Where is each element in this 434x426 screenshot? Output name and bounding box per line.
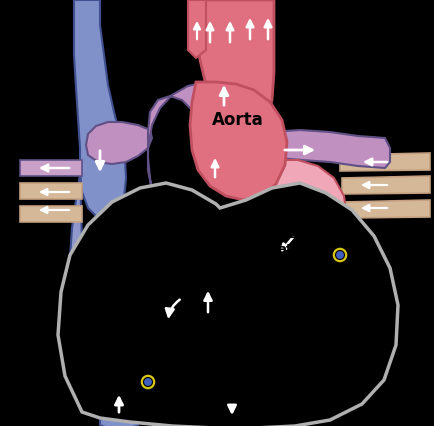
Text: Right
ventricle: Right ventricle: [159, 358, 225, 386]
Polygon shape: [188, 0, 206, 58]
Polygon shape: [20, 183, 82, 199]
Ellipse shape: [283, 208, 313, 228]
Polygon shape: [58, 183, 398, 426]
Polygon shape: [340, 153, 430, 171]
Polygon shape: [20, 160, 82, 176]
Polygon shape: [208, 246, 364, 420]
Polygon shape: [196, 0, 274, 138]
Polygon shape: [312, 340, 343, 404]
Polygon shape: [190, 82, 287, 200]
Polygon shape: [132, 314, 222, 424]
Polygon shape: [240, 332, 270, 396]
Polygon shape: [20, 206, 82, 222]
Polygon shape: [288, 334, 318, 398]
Polygon shape: [100, 366, 138, 426]
Circle shape: [140, 374, 156, 390]
Polygon shape: [264, 330, 294, 394]
Polygon shape: [86, 122, 152, 164]
Polygon shape: [65, 190, 384, 422]
Ellipse shape: [258, 289, 282, 303]
Ellipse shape: [254, 294, 286, 316]
Text: Left
ventricle: Left ventricle: [269, 331, 335, 359]
Polygon shape: [242, 160, 347, 275]
Text: Aorta: Aorta: [212, 111, 264, 129]
Polygon shape: [148, 82, 264, 190]
Ellipse shape: [306, 219, 330, 233]
Text: Left
atrium: Left atrium: [277, 228, 327, 256]
Polygon shape: [74, 0, 126, 220]
Circle shape: [144, 377, 152, 386]
Text: Right
atrium: Right atrium: [123, 258, 173, 286]
Polygon shape: [342, 176, 430, 194]
Polygon shape: [192, 290, 232, 325]
Polygon shape: [344, 200, 430, 218]
Ellipse shape: [194, 311, 216, 325]
Circle shape: [332, 247, 348, 263]
Polygon shape: [70, 175, 222, 360]
Polygon shape: [242, 130, 390, 168]
Circle shape: [335, 250, 345, 259]
